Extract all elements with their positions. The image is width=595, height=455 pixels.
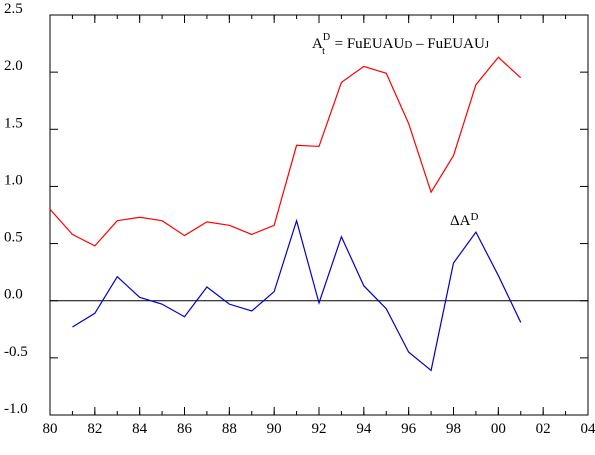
x-tick-label: 88	[222, 421, 237, 437]
x-tick-label: 00	[491, 421, 506, 437]
y-tick-label: 2.5	[4, 1, 23, 17]
x-tick-label: 94	[356, 421, 372, 437]
series-line	[72, 221, 520, 371]
y-tick-label: -1.0	[4, 401, 28, 417]
x-tick-label: 92	[312, 421, 327, 437]
y-tick-label: 1.0	[4, 172, 23, 188]
y-tick-label: 0.0	[4, 287, 23, 303]
y-tick-label: -0.5	[4, 344, 28, 360]
x-tick-label: 82	[87, 421, 102, 437]
x-tick-label: 86	[177, 421, 193, 437]
x-tick-label: 84	[132, 421, 148, 437]
plot-frame	[50, 15, 588, 415]
annotation: ΔAD	[450, 211, 478, 229]
y-tick-label: 0.5	[4, 230, 23, 246]
y-tick-label: 2.0	[4, 58, 23, 74]
x-tick-label: 90	[267, 421, 282, 437]
x-tick-label: 04	[581, 421, 595, 437]
y-tick-label: 1.5	[4, 115, 23, 131]
x-tick-label: 98	[446, 421, 461, 437]
x-tick-label: 96	[401, 421, 417, 437]
x-tick-label: 80	[43, 421, 58, 437]
x-tick-label: 02	[536, 421, 551, 437]
